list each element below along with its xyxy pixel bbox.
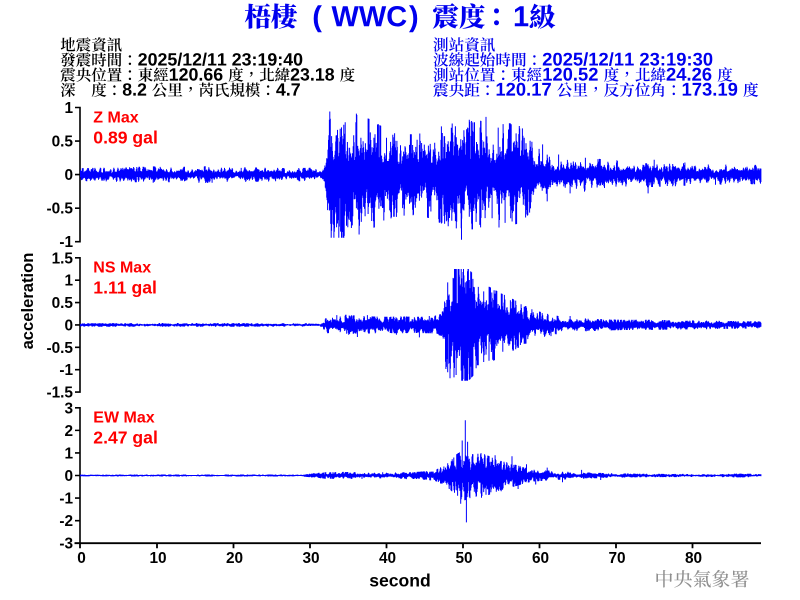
svg-text:acceleration: acceleration bbox=[18, 253, 37, 350]
svg-text:-0.5: -0.5 bbox=[46, 340, 73, 357]
svg-text:40: 40 bbox=[379, 550, 396, 567]
svg-text:-1: -1 bbox=[59, 362, 73, 379]
svg-text:1: 1 bbox=[64, 445, 73, 462]
svg-text:80: 80 bbox=[685, 550, 702, 567]
svg-text:1: 1 bbox=[64, 273, 73, 290]
svg-text:-0.5: -0.5 bbox=[46, 201, 73, 218]
svg-text:0: 0 bbox=[77, 550, 86, 567]
svg-text:second: second bbox=[369, 571, 431, 591]
svg-text:10: 10 bbox=[149, 550, 166, 567]
svg-text:0: 0 bbox=[64, 468, 73, 485]
svg-text:0.5: 0.5 bbox=[52, 134, 74, 151]
svg-text:50: 50 bbox=[455, 550, 472, 567]
svg-text:0: 0 bbox=[64, 317, 73, 334]
svg-text:0.89 gal: 0.89 gal bbox=[93, 127, 158, 147]
svg-text:1: 1 bbox=[64, 100, 73, 117]
svg-text:NS Max: NS Max bbox=[93, 260, 151, 277]
svg-text:0: 0 bbox=[64, 167, 73, 184]
svg-text:2.47 gal: 2.47 gal bbox=[93, 428, 158, 448]
svg-text:-1: -1 bbox=[59, 234, 73, 251]
svg-text:-3: -3 bbox=[59, 536, 73, 553]
svg-text:20: 20 bbox=[226, 550, 243, 567]
svg-text:-1: -1 bbox=[59, 491, 73, 508]
svg-text:0.5: 0.5 bbox=[52, 295, 74, 312]
svg-text:Z Max: Z Max bbox=[93, 109, 138, 126]
svg-text:-2: -2 bbox=[59, 513, 73, 530]
svg-text:70: 70 bbox=[608, 550, 625, 567]
svg-text:3: 3 bbox=[64, 400, 73, 417]
svg-text:1.11 gal: 1.11 gal bbox=[93, 278, 157, 298]
svg-text:EW Max: EW Max bbox=[93, 410, 154, 427]
svg-text:60: 60 bbox=[532, 550, 549, 567]
svg-text:-1.5: -1.5 bbox=[46, 385, 73, 402]
svg-text:1.5: 1.5 bbox=[52, 250, 74, 267]
svg-text:30: 30 bbox=[302, 550, 319, 567]
svg-text:2: 2 bbox=[64, 423, 73, 440]
